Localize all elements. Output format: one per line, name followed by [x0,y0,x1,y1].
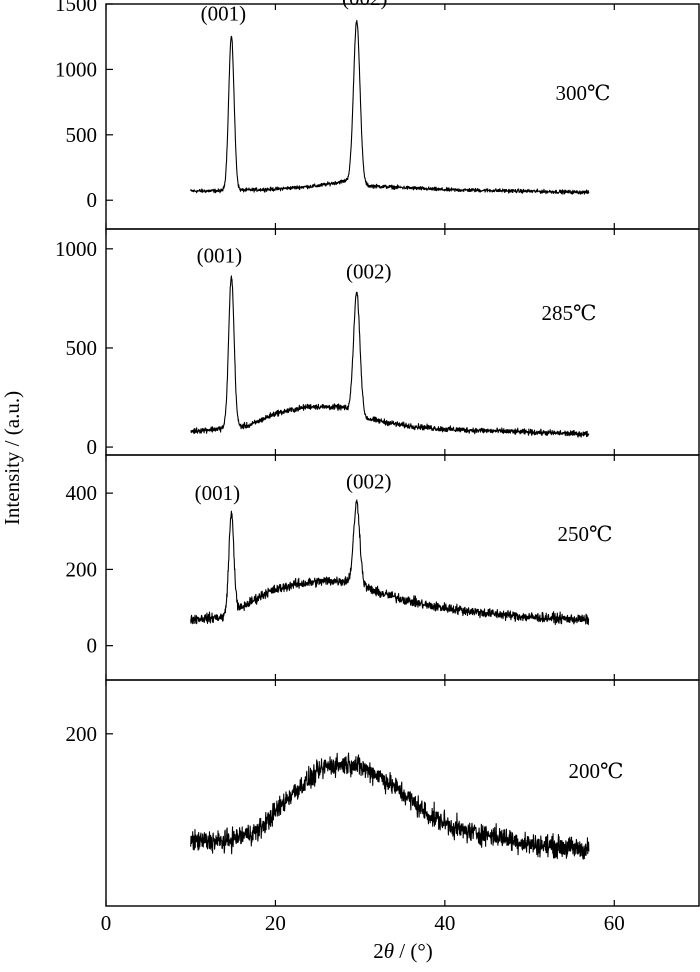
x-axis: 0 20 40 60 [101,911,625,935]
temperature-label: 300℃ [556,81,611,105]
temperature-label: 285℃ [542,301,597,325]
y-axis-title: Intensity / (a.u.) [0,391,24,525]
panel-frame [105,679,700,907]
x-axis-title: 2θ / (°) [373,939,433,963]
series-line [190,499,590,626]
panels: 0 500 1000 1500 (001) (002) 300℃ 0 500 1000 (001) (… [55,0,700,907]
panel-2: 0 200 400 (001) (002) 250℃ [66,454,700,681]
panel-1: 0 500 1000 (001) (002) 285℃ [55,228,700,459]
x-tick-label: 40 [434,911,455,935]
y-tick-label: 1500 [55,0,97,16]
y-tick-label: 200 [66,557,98,581]
peak-label: (001) [197,244,243,268]
peak-label: (002) [346,259,392,283]
temperature-label: 250℃ [558,522,613,546]
panel-frame [105,3,700,230]
series-line [190,275,590,438]
x-tick-label: 60 [604,911,625,935]
panel-0: 0 500 1000 1500 (001) (002) 300℃ [55,0,700,230]
peak-label: (001) [195,481,241,505]
series-line [190,752,590,860]
panel-3: 200 200℃ [66,679,700,907]
panel-frame [105,228,700,456]
y-tick-label: 200 [66,722,98,746]
y-tick-label: 0 [87,435,98,459]
temperature-label: 200℃ [569,759,624,783]
y-tick-label: 400 [66,481,98,505]
series-line [190,19,590,195]
peak-label: (001) [201,2,247,26]
y-tick-label: 1000 [55,57,97,81]
x-tick-label: 0 [101,911,112,935]
y-tick-label: 500 [66,123,98,147]
peak-label: (002) [342,0,388,10]
y-tick-label: 0 [87,634,98,658]
y-tick-label: 500 [66,336,98,360]
y-tick-label: 0 [87,188,98,212]
y-tick-label: 1000 [55,237,97,261]
x-tick-label: 20 [265,911,286,935]
peak-label: (002) [346,470,392,494]
